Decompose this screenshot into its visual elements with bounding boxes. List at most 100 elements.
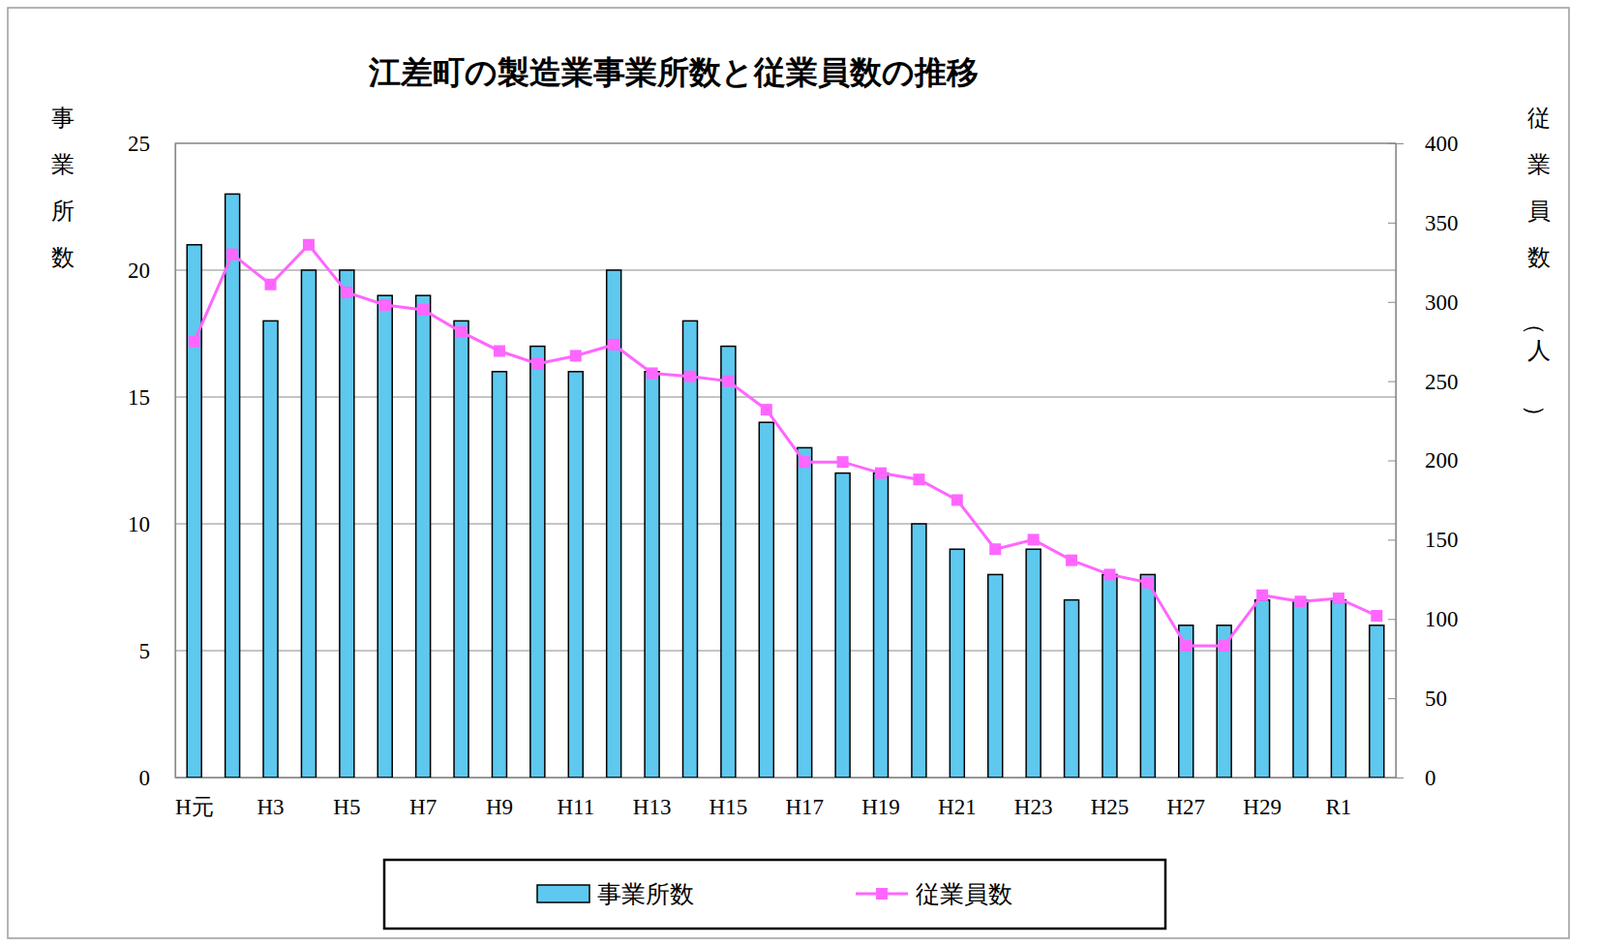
tick: H17 (784, 794, 824, 819)
marker (1065, 554, 1078, 567)
tick: H13 (633, 794, 672, 819)
bar (377, 295, 393, 778)
tick-label: 350 (1424, 211, 1459, 236)
tick: H15 (709, 794, 749, 819)
tick: R1 (1325, 794, 1352, 819)
tick: 15 (127, 385, 176, 410)
tick-label: 50 (1424, 686, 1448, 711)
marker (226, 248, 239, 261)
tick-label: 0 (139, 765, 151, 790)
marker (1218, 639, 1231, 652)
grid-line (175, 142, 1396, 144)
legend-label: 従業員数 (915, 880, 1013, 907)
line (194, 244, 1378, 646)
bar (988, 573, 1003, 778)
tick-label: H23 (1014, 794, 1054, 819)
tick: 400 (1388, 131, 1459, 156)
marker (1142, 576, 1154, 589)
tick: 300 (1388, 290, 1459, 315)
bar (835, 473, 850, 778)
legend-box (384, 859, 1166, 929)
tick: H29 (1242, 794, 1282, 819)
marker (912, 473, 925, 485)
bar (1330, 600, 1346, 778)
tick: 250 (1388, 368, 1459, 393)
bar (874, 473, 889, 778)
tick: H25 (1090, 794, 1130, 819)
marker (302, 239, 315, 251)
bar (530, 346, 545, 778)
tick-label: H元 (175, 794, 214, 819)
tick-mark (1388, 618, 1396, 620)
tick: H19 (861, 794, 901, 819)
bar (1369, 625, 1385, 778)
plot-frame (175, 143, 1396, 778)
x-axis: H元H3H5H7H9H11H13H15H17H19H21H23H25H27H29… (175, 778, 1397, 820)
marker (989, 543, 1001, 555)
marker (570, 349, 582, 362)
tick: 25 (127, 131, 176, 156)
tick-label: H19 (861, 794, 901, 819)
tick-label: H11 (556, 794, 595, 819)
tick: H7 (409, 794, 437, 819)
grid-line (175, 395, 1396, 397)
tick: 50 (1388, 686, 1448, 711)
tick-label: H7 (409, 794, 437, 819)
bar (453, 320, 469, 778)
bar (263, 320, 278, 778)
marker (951, 493, 964, 506)
bar (416, 295, 431, 778)
tick-label: H17 (784, 794, 824, 819)
tick-label: H21 (937, 794, 977, 819)
tick: 5 (139, 638, 177, 664)
bar (911, 523, 927, 778)
axis-line (175, 144, 177, 779)
tick-mark (1388, 381, 1396, 383)
tick-label: 300 (1424, 290, 1459, 315)
axis-line (176, 777, 1397, 779)
tick-label: 25 (127, 131, 151, 156)
marker (684, 370, 696, 383)
marker (1179, 639, 1192, 652)
axis-title: 事業所数 (51, 105, 75, 271)
tick: H11 (556, 794, 595, 819)
bar (1178, 625, 1194, 778)
marker (1027, 533, 1040, 545)
chart-frame (7, 7, 1570, 938)
bar (1255, 600, 1270, 778)
tick-label: 200 (1424, 448, 1459, 473)
tick: 150 (1388, 527, 1459, 552)
bar (721, 346, 736, 778)
tick-label: 250 (1424, 368, 1459, 393)
bar (1293, 600, 1308, 778)
marker (875, 467, 887, 480)
bar (301, 270, 316, 778)
bar (225, 193, 241, 778)
bar (682, 320, 697, 778)
y-axis: 0510152025 (127, 131, 177, 790)
marker (1256, 589, 1268, 602)
tick: H3 (256, 794, 284, 819)
marker (798, 455, 811, 468)
y2-axis: 050100150200250300350400 (1388, 131, 1459, 790)
tick-label: H13 (633, 794, 672, 819)
bar (1064, 600, 1080, 778)
bar (949, 548, 965, 778)
axis-line (1396, 144, 1405, 779)
tick: H9 (485, 794, 514, 819)
legend: 事業所数従業員数 (384, 859, 1166, 929)
tick: H23 (1014, 794, 1054, 819)
grid-line (175, 776, 1396, 778)
bar (568, 371, 583, 778)
tick: H元 (175, 794, 214, 819)
tick-label: H9 (485, 794, 514, 819)
legend-swatch (537, 884, 590, 903)
bar (1026, 548, 1041, 778)
tick-mark (1388, 222, 1396, 224)
chart: 0510152025050100150200250300350400H元H3H5… (0, 0, 1600, 946)
tick-label: H25 (1090, 794, 1130, 819)
bar (1102, 573, 1117, 778)
tick-label: 0 (1424, 765, 1437, 790)
tick: 200 (1388, 448, 1459, 473)
grid-line (175, 649, 1396, 651)
